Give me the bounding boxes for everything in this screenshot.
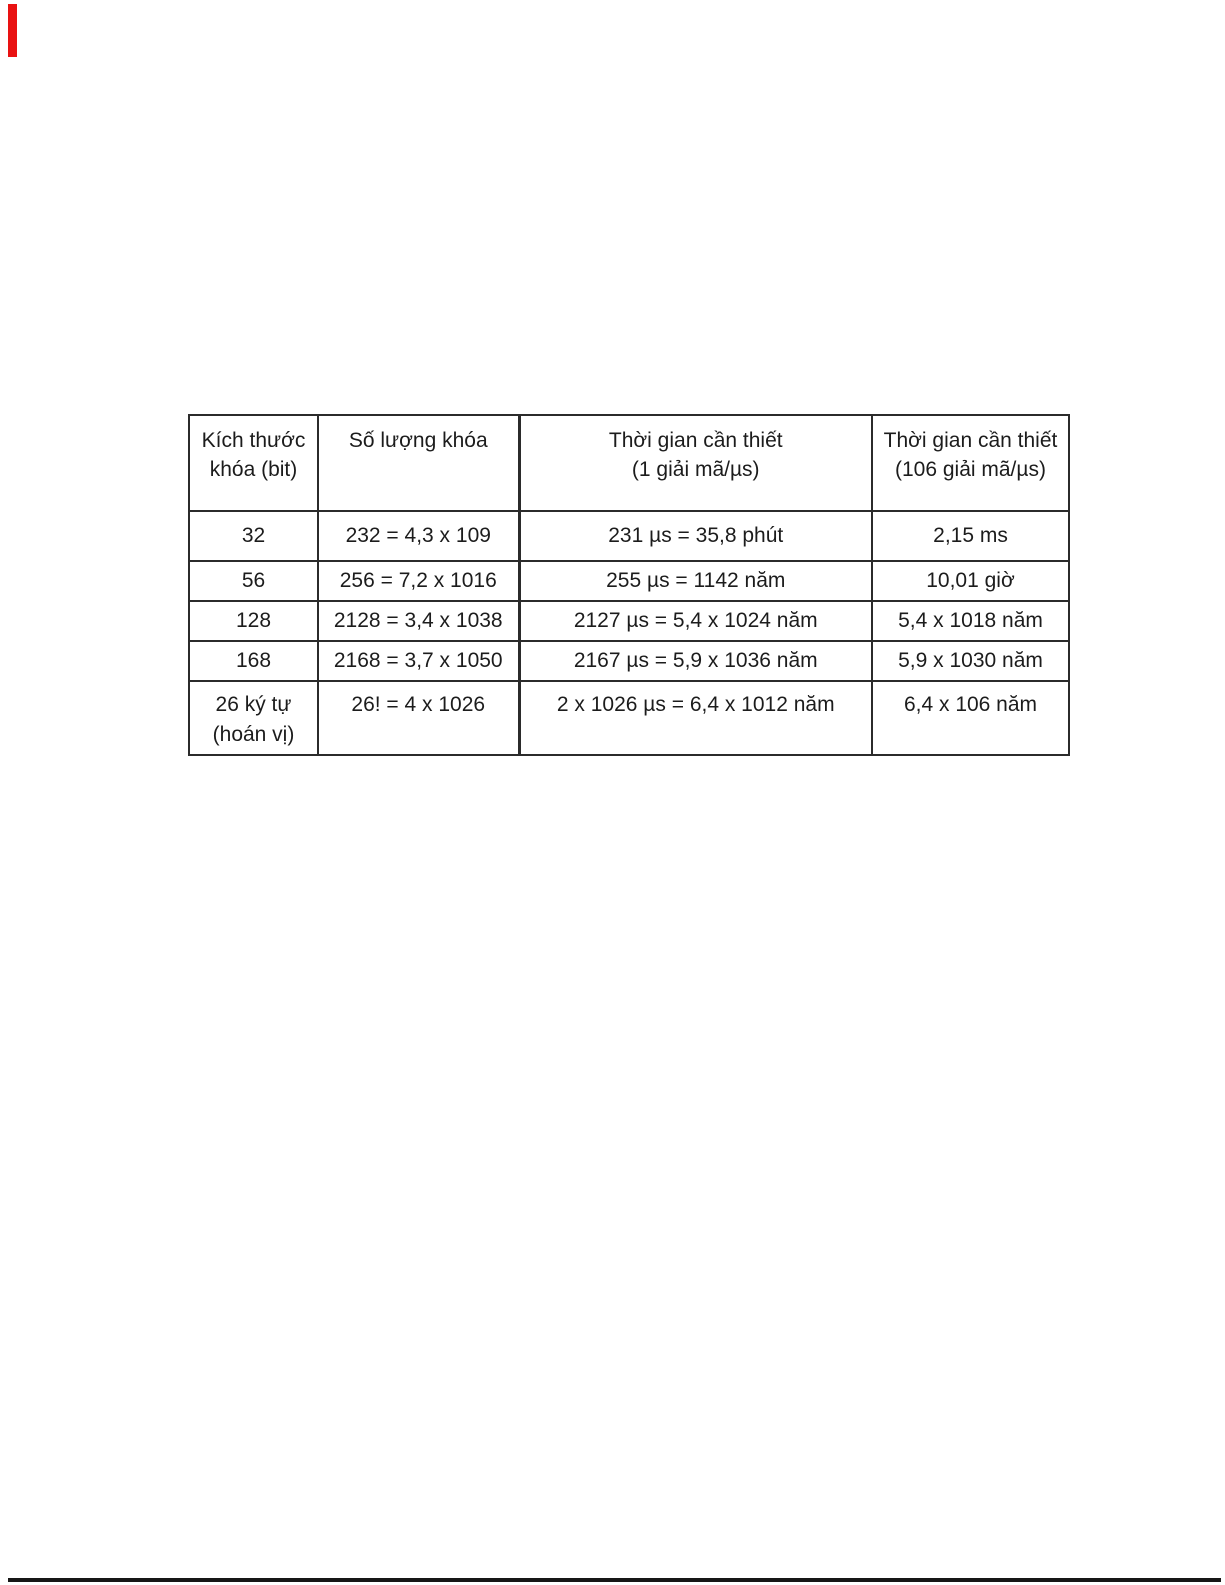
table-row: 56 256 = 7,2 x 1016 255 µs = 1142 năm 10…: [188, 560, 1070, 602]
table-cell: 2,15 ms: [871, 510, 1070, 562]
table-cell: 5,9 x 1030 năm: [871, 640, 1070, 682]
table-cell: 256 = 7,2 x 1016: [317, 560, 520, 602]
footer-rule: [8, 1578, 1221, 1582]
header-cell-time-1-decrypt: Thời gian cần thiết (1 giải mã/µs): [517, 414, 873, 512]
red-margin-mark: [8, 4, 17, 57]
table-cell: 6,4 x 106 năm: [871, 680, 1070, 756]
table-row: 32 232 = 4,3 x 109 231 µs = 35,8 phút 2,…: [188, 510, 1070, 562]
header-cell-key-size: Kích thước khóa (bit): [188, 414, 319, 512]
table-row: 26 ký tự (hoán vị) 26! = 4 x 1026 2 x 10…: [188, 680, 1070, 756]
table-cell: 56: [188, 560, 319, 602]
table-cell: 255 µs = 1142 năm: [517, 560, 873, 602]
table-cell: 2127 µs = 5,4 x 1024 năm: [517, 600, 873, 642]
table-cell: 26 ký tự (hoán vị): [188, 680, 319, 756]
table-row: 128 2128 = 3,4 x 1038 2127 µs = 5,4 x 10…: [188, 600, 1070, 642]
table-cell: 32: [188, 510, 319, 562]
key-size-table: Kích thước khóa (bit) Số lượng khóa Thời…: [188, 414, 1070, 756]
table-cell: 26! = 4 x 1026: [317, 680, 520, 756]
table-cell: 231 µs = 35,8 phút: [517, 510, 873, 562]
table-cell: 2 x 1026 µs = 6,4 x 1012 năm: [517, 680, 873, 756]
table-cell: 5,4 x 1018 năm: [871, 600, 1070, 642]
table-header-row: Kích thước khóa (bit) Số lượng khóa Thời…: [188, 414, 1070, 512]
table-cell: 2168 = 3,7 x 1050: [317, 640, 520, 682]
header-cell-time-106-decrypt: Thời gian cần thiết (106 giải mã/µs): [871, 414, 1070, 512]
header-cell-key-count: Số lượng khóa: [317, 414, 520, 512]
table-cell: 2167 µs = 5,9 x 1036 năm: [517, 640, 873, 682]
table-cell: 232 = 4,3 x 109: [317, 510, 520, 562]
table-cell: 2128 = 3,4 x 1038: [317, 600, 520, 642]
table-cell: 10,01 giờ: [871, 560, 1070, 602]
table-row: 168 2168 = 3,7 x 1050 2167 µs = 5,9 x 10…: [188, 640, 1070, 682]
table-cell: 168: [188, 640, 319, 682]
table-cell: 128: [188, 600, 319, 642]
